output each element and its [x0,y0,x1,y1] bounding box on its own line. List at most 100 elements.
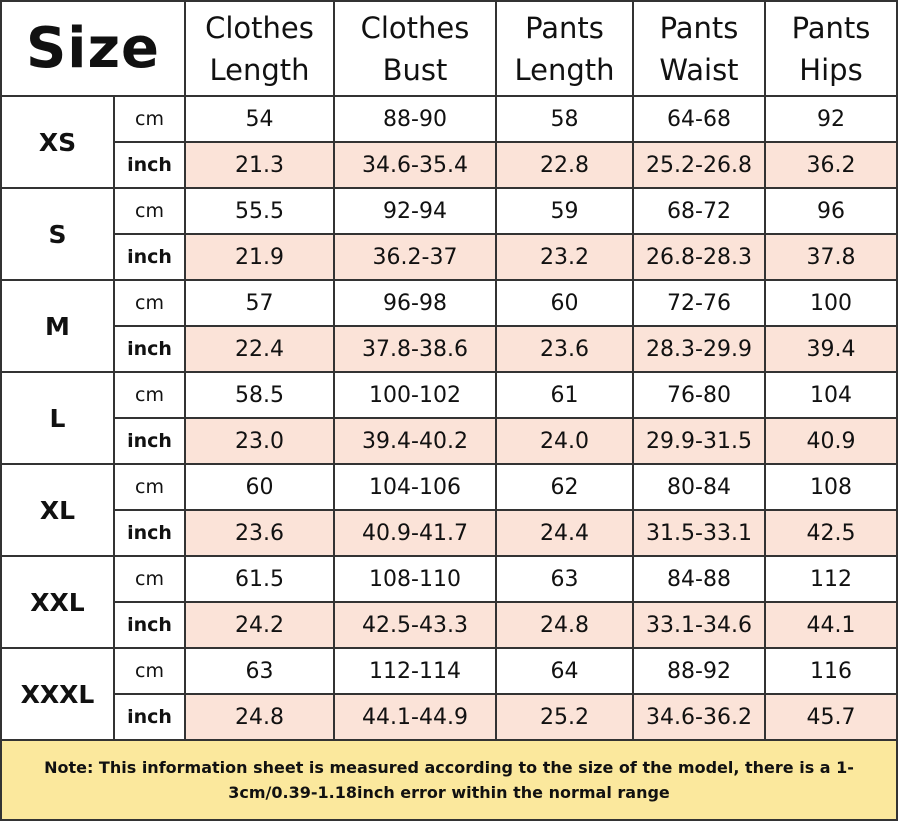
unit-label: cm [115,465,186,511]
measurement-cell: 42.5 [766,511,898,557]
column-header-line: Bust [382,52,448,87]
measurement-cell: 37.8 [766,235,898,281]
size-note: Note: This information sheet is measured… [0,739,898,821]
measurement-cell: 24.2 [186,603,335,649]
measurement-cell: 36.2 [766,143,898,189]
measurement-cell: 92 [766,97,898,143]
measurement-cell: 88-90 [335,97,497,143]
measurement-cell: 44.1-44.9 [335,695,497,741]
measurement-cell: 23.0 [186,419,335,465]
measurement-cell: 34.6-36.2 [634,695,766,741]
measurement-cell: 40.9-41.7 [335,511,497,557]
measurement-cell: 24.0 [497,419,634,465]
measurement-cell: 84-88 [634,557,766,603]
measurement-cell: 21.3 [186,143,335,189]
unit-label: cm [115,281,186,327]
measurement-cell: 112-114 [335,649,497,695]
measurement-cell: 31.5-33.1 [634,511,766,557]
measurement-cell: 60 [497,281,634,327]
measurement-cell: 59 [497,189,634,235]
column-header-line: Length [514,52,615,87]
measurement-cell: 61.5 [186,557,335,603]
measurement-cell: 92-94 [335,189,497,235]
measurement-cell: 104 [766,373,898,419]
measurement-cell: 64 [497,649,634,695]
unit-label: cm [115,97,186,143]
measurement-cell: 33.1-34.6 [634,603,766,649]
measurement-cell: 23.2 [497,235,634,281]
measurement-cell: 26.8-28.3 [634,235,766,281]
measurement-cell: 76-80 [634,373,766,419]
unit-label: cm [115,189,186,235]
column-header-line: Waist [659,52,739,87]
size-label: M [0,281,115,373]
measurement-cell: 25.2 [497,695,634,741]
measurement-cell: 96-98 [335,281,497,327]
unit-label: inch [115,235,186,281]
measurement-cell: 25.2-26.8 [634,143,766,189]
measurement-cell: 57 [186,281,335,327]
unit-label: inch [115,419,186,465]
column-header-line: Pants [659,10,739,45]
unit-label: inch [115,603,186,649]
column-header: Pants Waist [634,0,766,97]
measurement-cell: 42.5-43.3 [335,603,497,649]
measurement-cell: 39.4-40.2 [335,419,497,465]
measurement-cell: 37.8-38.6 [335,327,497,373]
column-header-line: Length [209,52,310,87]
column-header-line: Clothes [205,10,314,45]
unit-label: cm [115,373,186,419]
measurement-cell: 28.3-29.9 [634,327,766,373]
measurement-cell: 54 [186,97,335,143]
unit-label: inch [115,695,186,741]
measurement-cell: 24.8 [186,695,335,741]
unit-label: cm [115,557,186,603]
measurement-cell: 64-68 [634,97,766,143]
size-label: L [0,373,115,465]
measurement-cell: 22.8 [497,143,634,189]
measurement-cell: 108-110 [335,557,497,603]
measurement-cell: 80-84 [634,465,766,511]
column-header: Clothes Length [186,0,335,97]
measurement-cell: 104-106 [335,465,497,511]
measurement-cell: 63 [497,557,634,603]
measurement-cell: 72-76 [634,281,766,327]
measurement-cell: 21.9 [186,235,335,281]
measurement-cell: 58 [497,97,634,143]
measurement-cell: 24.4 [497,511,634,557]
measurement-cell: 62 [497,465,634,511]
unit-label: cm [115,649,186,695]
measurement-cell: 96 [766,189,898,235]
measurement-cell: 23.6 [186,511,335,557]
column-header: Pants Length [497,0,634,97]
measurement-cell: 34.6-35.4 [335,143,497,189]
unit-label: inch [115,143,186,189]
unit-label: inch [115,327,186,373]
measurement-cell: 55.5 [186,189,335,235]
measurement-cell: 100-102 [335,373,497,419]
column-header-line: Pants [525,10,604,45]
measurement-cell: 44.1 [766,603,898,649]
measurement-cell: 112 [766,557,898,603]
column-header-line: Hips [799,52,863,87]
size-chart-title: Size [0,0,186,97]
measurement-cell: 108 [766,465,898,511]
unit-label: inch [115,511,186,557]
size-label: XXXL [0,649,115,741]
size-label: XS [0,97,115,189]
measurement-cell: 60 [186,465,335,511]
measurement-cell: 58.5 [186,373,335,419]
size-label: S [0,189,115,281]
measurement-cell: 116 [766,649,898,695]
column-header: Pants Hips [766,0,898,97]
measurement-cell: 22.4 [186,327,335,373]
measurement-cell: 61 [497,373,634,419]
measurement-cell: 45.7 [766,695,898,741]
column-header-line: Pants [791,10,871,45]
measurement-cell: 100 [766,281,898,327]
column-header-line: Clothes [360,10,470,45]
measurement-cell: 39.4 [766,327,898,373]
column-header: Clothes Bust [335,0,497,97]
measurement-cell: 63 [186,649,335,695]
